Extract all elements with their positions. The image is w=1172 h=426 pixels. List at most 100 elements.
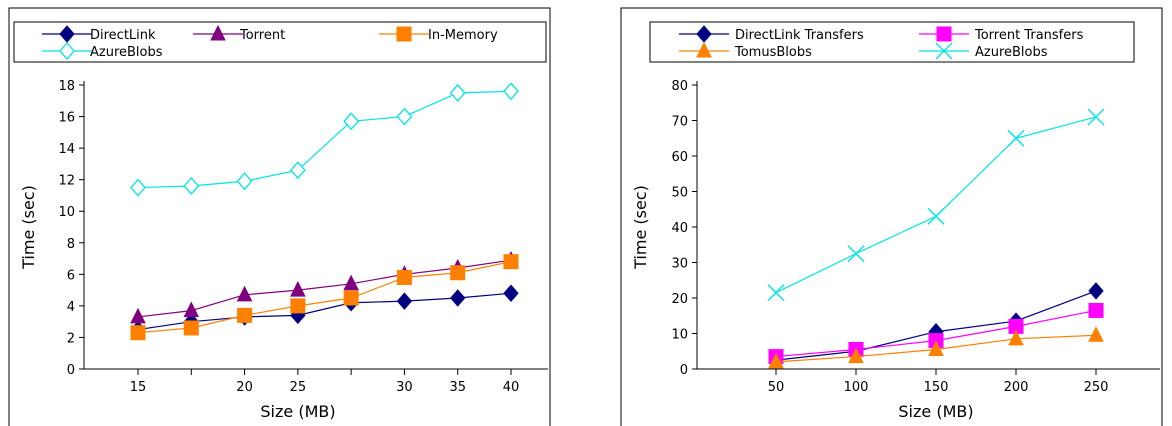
left-y-tick-label: 0 bbox=[67, 363, 75, 378]
left-point-azureblobs bbox=[236, 172, 253, 191]
right-point-tomusblobs bbox=[768, 352, 784, 369]
left-point-azureblobs bbox=[503, 82, 519, 101]
chart-left: 0 2 4 6 8 10 12 14 16 18 15 20 25 30 35 40 Size (MB) Time… bbox=[8, 7, 551, 426]
right-x-axis-title: Size (MB) bbox=[898, 402, 973, 421]
left-legend-label: Torrent bbox=[239, 28, 285, 43]
left-legend-item-azureblobs: AzureBlobs bbox=[42, 42, 163, 60]
right-y-tick-label: 70 bbox=[671, 115, 688, 130]
right-point-torrent-transfers bbox=[1088, 302, 1104, 318]
left-point-in-memory bbox=[450, 265, 466, 281]
right-legend-label: TomusBlobs bbox=[734, 45, 812, 60]
left-point-directlink bbox=[450, 289, 466, 307]
left-y-tick-label: 4 bbox=[67, 300, 75, 315]
left-point-in-memory bbox=[130, 325, 146, 341]
left-legend-label: AzureBlobs bbox=[90, 45, 163, 60]
right-legend-item-azureblobs: AzureBlobs bbox=[919, 42, 1048, 60]
right-point-azureblobs bbox=[1007, 129, 1025, 147]
left-legend-marker bbox=[210, 24, 226, 41]
left-x-tick-label: 35 bbox=[449, 380, 466, 395]
left-point-azureblobs bbox=[130, 178, 146, 197]
left-legend-marker bbox=[396, 26, 412, 42]
left-frame bbox=[8, 7, 551, 426]
left-x-tick-label: 30 bbox=[396, 380, 413, 395]
left-legend-item-directlink: DirectLink bbox=[42, 25, 156, 43]
right-x-tick-label: 250 bbox=[1084, 380, 1109, 395]
left-series-line-azureblobs bbox=[137, 90, 512, 189]
left-point-torrent bbox=[130, 307, 146, 324]
left-point-torrent bbox=[343, 274, 359, 291]
right-legend-item-directlink-transfers: DirectLink Transfers bbox=[679, 25, 864, 43]
right-legend-label: Torrent Transfers bbox=[974, 28, 1084, 43]
right-point-tomusblobs bbox=[848, 347, 864, 364]
left-point-in-memory bbox=[183, 320, 199, 336]
left-point-in-memory bbox=[237, 307, 253, 323]
left-series-torrent bbox=[130, 251, 519, 324]
right-y-tick-label: 50 bbox=[671, 186, 688, 201]
right-legend-label: AzureBlobs bbox=[975, 45, 1048, 60]
left-point-azureblobs bbox=[289, 161, 306, 180]
left-x-tick-label: 25 bbox=[290, 380, 307, 395]
left-point-torrent bbox=[236, 285, 253, 302]
left-legend-box bbox=[13, 21, 547, 63]
right-point-tomusblobs bbox=[1088, 326, 1104, 342]
right-point-azureblobs bbox=[767, 284, 785, 302]
right-y-tick-label: 10 bbox=[671, 328, 688, 343]
chart-right: 0 10 20 30 40 50 60 70 80 50 100 150 200 250 Size (MB)… bbox=[620, 7, 1163, 426]
right-y-axis-title: Time (sec) bbox=[631, 185, 650, 270]
left-series-line-in-memory bbox=[137, 261, 512, 334]
left-series-azureblobs bbox=[130, 82, 519, 197]
right-point-tomusblobs bbox=[1008, 329, 1024, 346]
left-point-azureblobs bbox=[396, 107, 413, 126]
left-y-tick-label: 8 bbox=[67, 237, 75, 252]
left-point-torrent bbox=[183, 301, 200, 318]
right-legend-marker bbox=[696, 41, 712, 58]
left-y-tick-label: 16 bbox=[58, 111, 75, 126]
right-x-tick-label: 200 bbox=[1004, 380, 1029, 395]
right-y-tick-label: 80 bbox=[671, 79, 688, 94]
right-x-tick-label: 100 bbox=[844, 380, 869, 395]
left-x-tick-label: 20 bbox=[236, 380, 253, 395]
left-legend-marker bbox=[59, 42, 75, 60]
left-legend-item-in-memory: In-Memory bbox=[379, 26, 498, 43]
right-x-tick-label: 50 bbox=[768, 380, 785, 395]
left-y-tick-label: 18 bbox=[58, 79, 75, 94]
right-legend-item-tomusblobs: TomusBlobs bbox=[679, 41, 812, 60]
left-point-in-memory bbox=[343, 290, 359, 306]
left-point-directlink bbox=[396, 292, 413, 310]
left-series-line-torrent bbox=[137, 259, 512, 318]
left-legend-marker bbox=[59, 25, 75, 43]
left-y-tick-label: 12 bbox=[58, 174, 75, 189]
left-point-torrent bbox=[290, 280, 306, 297]
right-point-tomusblobs bbox=[928, 340, 944, 356]
right-legend-marker bbox=[935, 42, 953, 60]
right-frame bbox=[620, 7, 1163, 426]
left-legend-label: DirectLink bbox=[90, 28, 156, 43]
left-legend-item-torrent: Torrent bbox=[193, 24, 285, 43]
right-y-tick-label: 40 bbox=[671, 221, 688, 236]
right-series-line-azureblobs bbox=[775, 116, 1097, 294]
right-legend-item-torrent-transfers: Torrent Transfers bbox=[919, 26, 1084, 43]
left-point-directlink bbox=[503, 284, 519, 303]
left-y-tick-label: 2 bbox=[67, 331, 75, 346]
left-y-tick-label: 6 bbox=[67, 268, 75, 283]
right-point-azureblobs bbox=[927, 207, 945, 225]
left-series-line-directlink bbox=[137, 292, 512, 331]
left-point-in-memory bbox=[503, 254, 519, 270]
right-legend-marker bbox=[936, 26, 952, 42]
left-y-axis-title: Time (sec) bbox=[19, 185, 38, 270]
right-series-azureblobs bbox=[767, 108, 1105, 302]
left-legend-label: In-Memory bbox=[428, 28, 498, 43]
left-y-tick-label: 10 bbox=[58, 205, 75, 220]
right-legend-label: DirectLink Transfers bbox=[735, 28, 864, 43]
right-legend-box bbox=[649, 21, 1135, 63]
right-point-directlink-transfers bbox=[1088, 282, 1104, 300]
left-y-tick-label: 14 bbox=[58, 142, 75, 157]
left-series-in-memory bbox=[130, 254, 519, 341]
left-point-azureblobs bbox=[183, 176, 200, 195]
left-point-in-memory bbox=[290, 298, 306, 314]
right-y-tick-label: 0 bbox=[680, 363, 688, 378]
left-point-azureblobs bbox=[449, 83, 466, 102]
left-point-in-memory bbox=[396, 269, 412, 285]
right-y-tick-label: 60 bbox=[671, 150, 688, 165]
